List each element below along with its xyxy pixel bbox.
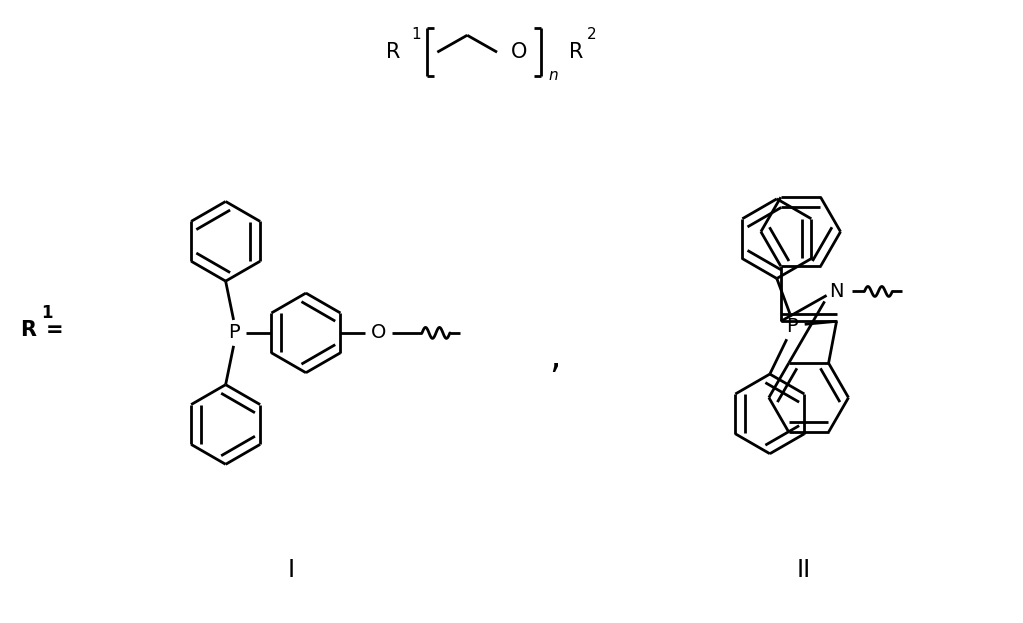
Text: R: R: [386, 42, 400, 62]
Text: R: R: [569, 42, 583, 62]
Text: 1: 1: [41, 304, 52, 322]
Text: 1: 1: [411, 27, 421, 42]
Text: P: P: [228, 323, 239, 343]
Text: I: I: [287, 558, 295, 582]
Text: ,: ,: [549, 341, 561, 375]
Text: N: N: [830, 282, 844, 301]
Text: =: =: [46, 320, 63, 340]
Text: O: O: [510, 42, 527, 62]
Text: P: P: [786, 316, 798, 336]
Text: II: II: [797, 558, 811, 582]
Text: n: n: [548, 67, 559, 83]
Text: R: R: [20, 320, 36, 340]
Text: 2: 2: [586, 27, 596, 42]
Text: O: O: [370, 323, 386, 343]
